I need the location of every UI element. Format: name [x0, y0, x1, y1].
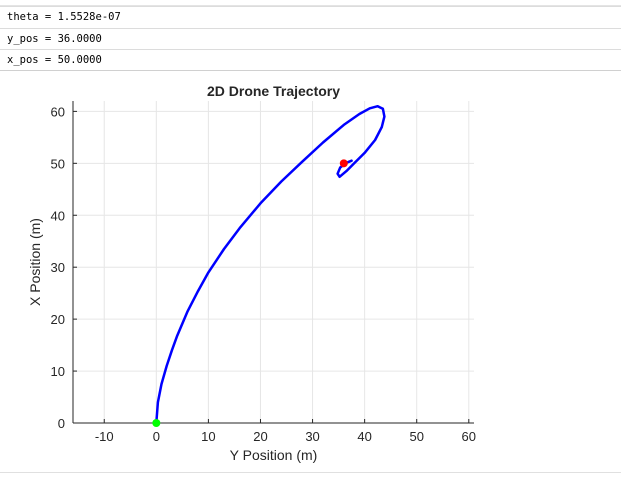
x-tick-label: -10	[95, 429, 114, 444]
divider	[0, 5, 621, 6]
series-layer	[155, 104, 386, 425]
x-tick-label: 10	[201, 429, 215, 444]
y-tick-label: 20	[51, 312, 65, 327]
grid	[73, 101, 474, 424]
y-axis-label: X Position (m)	[27, 218, 43, 306]
x-tick-label: 40	[357, 429, 371, 444]
y-tick-label: 30	[51, 260, 65, 275]
divider	[0, 70, 621, 71]
output-line-x-pos: x_pos = 50.0000	[0, 49, 621, 71]
chart-title: 2D Drone Trajectory	[207, 83, 340, 99]
y-tick-label: 40	[51, 208, 65, 223]
axes: -10 0 10 20 30 40 50 60 0 10 20 30 40 50 60	[51, 101, 476, 444]
trajectory-line	[155, 104, 386, 425]
x-tick-label: 20	[253, 429, 267, 444]
divider	[0, 472, 621, 473]
output-text: y_pos = 36.0000	[7, 33, 102, 45]
x-tick-label: 30	[305, 429, 319, 444]
y-tick-label: 10	[51, 364, 65, 379]
y-tick-label: 50	[51, 156, 65, 171]
output-line-y-pos: y_pos = 36.0000	[0, 28, 621, 50]
output-text: theta = 1.5528e-07	[7, 11, 121, 23]
y-tick-label: 0	[58, 416, 65, 431]
marker-layer	[152, 159, 348, 427]
x-tick-label: 50	[409, 429, 423, 444]
trajectory-chart: -10 0 10 20 30 40 50 60 0 10 20 30 40 50 60 2D Drone T…	[27, 83, 476, 463]
current-marker	[339, 159, 348, 168]
x-tick-label: 0	[153, 429, 160, 444]
x-tick-label: 60	[462, 429, 476, 444]
y-tick-label: 60	[51, 104, 65, 119]
x-axis-label: Y Position (m)	[230, 447, 318, 463]
output-text: x_pos = 50.0000	[7, 54, 102, 66]
output-line-theta: theta = 1.5528e-07	[0, 6, 621, 28]
start-marker	[152, 419, 161, 427]
